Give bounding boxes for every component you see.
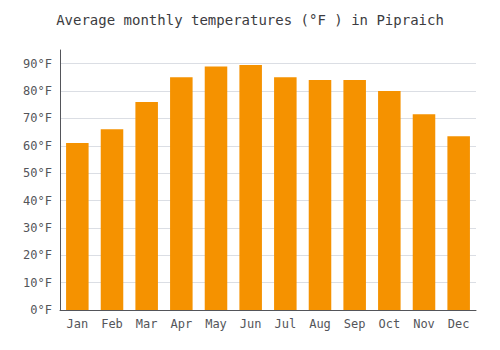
svg-text:Mar: Mar — [136, 317, 158, 331]
svg-text:Nov: Nov — [413, 317, 435, 331]
svg-text:20°F: 20°F — [23, 248, 52, 262]
svg-text:60°F: 60°F — [23, 139, 52, 153]
svg-text:Average monthly temperatures (: Average monthly temperatures (°F ) in Pi… — [56, 12, 444, 28]
svg-text:Jan: Jan — [66, 317, 88, 331]
svg-text:30°F: 30°F — [23, 221, 52, 235]
svg-text:Aug: Aug — [309, 317, 331, 331]
svg-text:Feb: Feb — [101, 317, 123, 331]
svg-text:Jul: Jul — [274, 317, 296, 331]
svg-text:90°F: 90°F — [23, 57, 52, 71]
svg-text:May: May — [205, 317, 227, 331]
svg-text:Dec: Dec — [448, 317, 470, 331]
svg-text:50°F: 50°F — [23, 166, 52, 180]
svg-text:Apr: Apr — [170, 317, 192, 331]
svg-text:40°F: 40°F — [23, 194, 52, 208]
svg-text:Oct: Oct — [378, 317, 400, 331]
svg-text:0°F: 0°F — [30, 303, 52, 317]
svg-text:70°F: 70°F — [23, 111, 52, 125]
svg-text:10°F: 10°F — [23, 276, 52, 290]
svg-text:80°F: 80°F — [23, 84, 52, 98]
svg-text:Jun: Jun — [240, 317, 262, 331]
svg-text:Sep: Sep — [344, 317, 366, 331]
